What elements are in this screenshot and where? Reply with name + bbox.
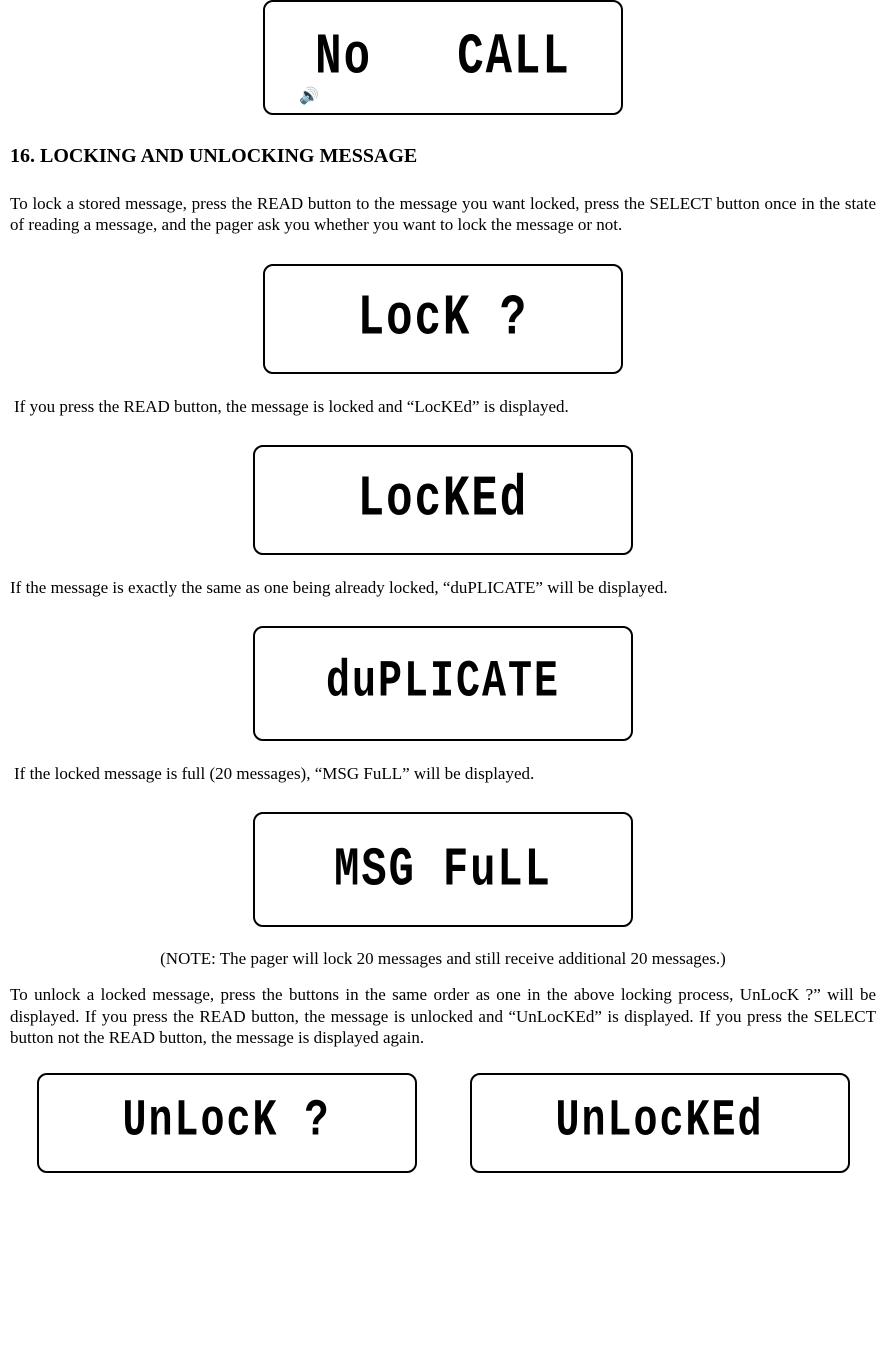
lcd-display-lockq: LocK ? xyxy=(263,264,623,374)
paragraph-5: To unlock a locked message, press the bu… xyxy=(10,984,876,1048)
lcd-display-unlocked: UnLocKEd xyxy=(470,1073,850,1173)
lcd-wrap-duplicate: duPLICATE xyxy=(10,626,876,741)
lcd-display-msgfull: MSG FuLL xyxy=(253,812,633,927)
lcd-wrap-lockq: LocK ? xyxy=(10,264,876,374)
document-page: No CALL 🔊 16. LOCKING AND UNLOCKING MESS… xyxy=(0,0,886,1203)
lcd-row-unlock: UnLocK ? UnLocKEd xyxy=(10,1073,876,1173)
paragraph-3: If the message is exactly the same as on… xyxy=(10,577,876,598)
lcd-wrap-msgfull: MSG FuLL xyxy=(10,812,876,927)
lcd-text-nocall: No CALL xyxy=(315,29,571,86)
lcd-text-lockq: LocK ? xyxy=(358,290,528,347)
lcd-display-nocall: No CALL 🔊 xyxy=(263,0,623,115)
lcd-display-duplicate: duPLICATE xyxy=(253,626,633,741)
note-text: (NOTE: The pager will lock 20 messages a… xyxy=(10,949,876,969)
lcd-text-msgfull: MSG FuLL xyxy=(334,842,552,897)
paragraph-4: If the locked message is full (20 messag… xyxy=(10,763,876,784)
paragraph-2: If you press the READ button, the messag… xyxy=(10,396,876,417)
section-heading: 16. LOCKING AND UNLOCKING MESSAGE xyxy=(10,145,876,168)
lcd-text-duplicate: duPLICATE xyxy=(326,658,560,710)
lcd-text-unlocked: UnLocKEd xyxy=(555,1097,763,1149)
lcd-wrap-locked: LocKEd xyxy=(10,445,876,555)
lcd-wrap-nocall: No CALL 🔊 xyxy=(10,0,876,115)
paragraph-1: To lock a stored message, press the READ… xyxy=(10,193,876,236)
lcd-display-locked: LocKEd xyxy=(253,445,633,555)
lcd-display-unlockq: UnLocK ? xyxy=(37,1073,417,1173)
lcd-text-unlockq: UnLocK ? xyxy=(122,1097,330,1149)
lcd-text-locked: LocKEd xyxy=(358,471,528,528)
speaker-icon: 🔊 xyxy=(299,89,319,105)
